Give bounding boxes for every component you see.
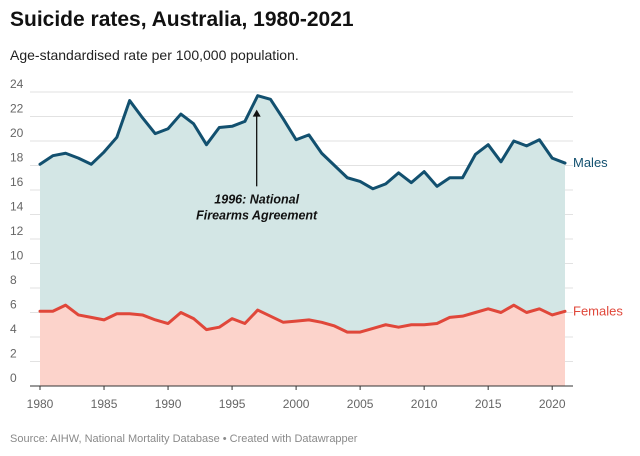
annotation-text: 1996: National	[214, 192, 299, 206]
y-tick-label: 4	[10, 322, 17, 336]
chart-subtitle: Age-standardised rate per 100,000 popula…	[10, 47, 299, 63]
x-tick-label: 2010	[411, 397, 438, 411]
y-tick-label: 14	[10, 200, 24, 214]
x-tick-label: 2020	[539, 397, 566, 411]
y-tick-label: 8	[10, 273, 17, 287]
annotation-text: Firearms Agreement	[196, 208, 318, 222]
x-tick-label: 2005	[347, 397, 374, 411]
y-tick-label: 22	[10, 102, 24, 116]
y-tick-label: 16	[10, 175, 24, 189]
annotation: 1996: National Firearms Agreement	[196, 109, 318, 222]
x-tick-label: 1990	[155, 397, 182, 411]
series-label-males: Males	[573, 155, 608, 170]
series-labels: Males Females	[573, 155, 623, 318]
y-tick-label: 6	[10, 298, 17, 312]
x-tick-label: 1980	[27, 397, 54, 411]
line-females	[38, 303, 567, 334]
series-lines	[38, 94, 567, 334]
chart-source: Source: AIHW, National Mortality Databas…	[10, 433, 358, 445]
annotation-arrowhead	[252, 109, 261, 117]
y-tick-label: 10	[10, 249, 24, 263]
x-axis-ticks: 1980 1985 1990 1995 2000 2005 2010 2015 2020	[27, 386, 566, 411]
chart-title: Suicide rates, Australia, 1980-2021	[10, 8, 354, 31]
x-tick-label: 2015	[475, 397, 502, 411]
y-tick-label: 18	[10, 151, 24, 165]
x-tick-label: 1995	[219, 397, 246, 411]
y-tick-label: 24	[10, 77, 24, 91]
area-females	[40, 305, 565, 386]
series-areas	[30, 95, 573, 387]
y-tick-label: 20	[10, 126, 24, 140]
area-males	[40, 95, 565, 387]
y-tick-label: 2	[10, 347, 17, 361]
y-tick-label: 0	[10, 371, 17, 385]
line-males	[38, 94, 567, 191]
series-label-females: Females	[573, 303, 623, 318]
x-tick-label: 1985	[91, 397, 118, 411]
x-tick-label: 2000	[283, 397, 310, 411]
y-tick-label: 12	[10, 224, 24, 238]
